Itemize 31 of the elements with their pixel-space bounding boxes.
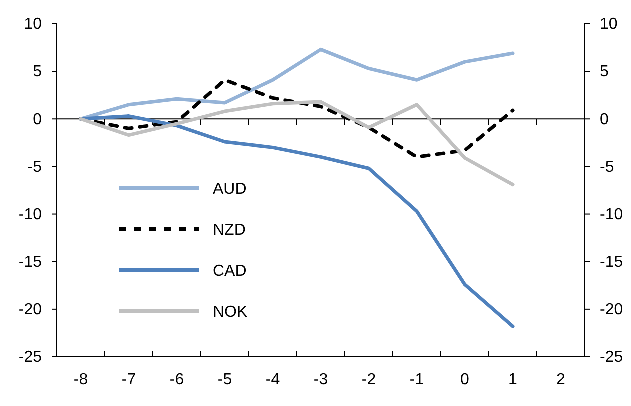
x-tick-label: -5 [218, 371, 232, 388]
legend-label: AUD [213, 181, 247, 198]
x-tick-label: 2 [556, 371, 566, 388]
y2-tick-label: 5 [600, 64, 609, 81]
y2-tick-label: -5 [600, 158, 614, 176]
x-tick-label: -2 [362, 371, 376, 388]
y-tick-label: -25 [18, 349, 42, 366]
x-tick-label: -3 [314, 371, 328, 388]
y-tick-label: -5 [28, 158, 42, 176]
y2-tick-label: 10 [600, 16, 618, 34]
y2-tick-label: -15 [600, 254, 624, 271]
y2-tick-label: -10 [600, 206, 624, 224]
legend-label: NOK [213, 304, 248, 321]
y-tick-label: 5 [33, 64, 42, 81]
x-tick-label: -8 [74, 371, 88, 388]
legend-label: CAD [213, 263, 247, 280]
y-tick-label: 0 [33, 111, 42, 128]
x-tick-label: -7 [122, 371, 136, 388]
y-tick-label: -20 [18, 302, 42, 319]
x-tick-label: -6 [170, 371, 184, 388]
x-tick-label: 0 [460, 371, 470, 388]
legend-label: NZD [213, 222, 246, 239]
y2-tick-label: -25 [600, 349, 624, 366]
y2-tick-label: -20 [600, 302, 624, 319]
x-tick-label: 1 [508, 371, 518, 388]
y-tick-label: -15 [18, 254, 42, 271]
x-tick-label: -1 [410, 371, 424, 388]
y2-tick-label: 0 [600, 111, 609, 128]
x-tick-label: -4 [266, 371, 280, 388]
y-tick-label: -10 [18, 206, 42, 224]
y-tick-label: 10 [24, 16, 42, 34]
